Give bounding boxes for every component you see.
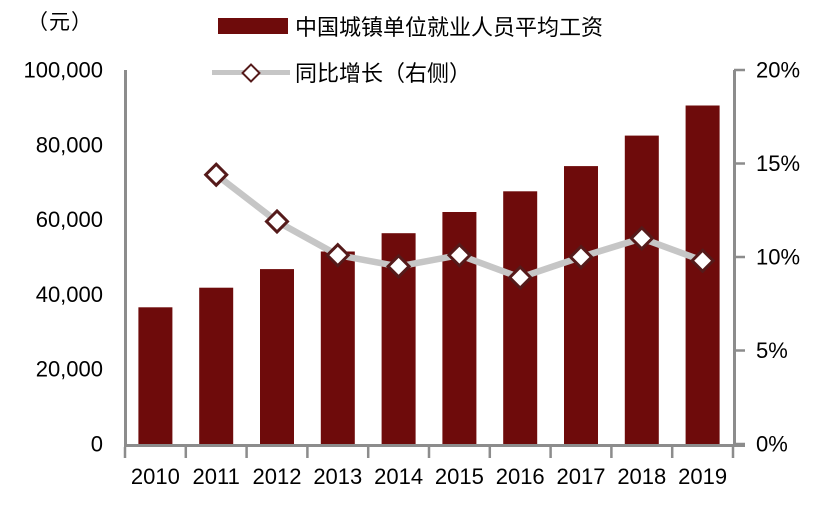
growth-marker-2014 [385,253,412,279]
bar-2016 [503,191,538,445]
left-axis-label: 40,000 [36,282,103,307]
bar-2010 [138,307,173,445]
legend-bar-swatch-icon [218,18,288,34]
x-axis-label-2014: 2014 [374,464,423,489]
x-axis-label-2010: 2010 [131,464,180,489]
growth-marker-2019 [689,248,716,274]
growth-marker-2011 [203,162,229,188]
growth-marker-2017 [568,244,594,270]
left-axis-unit-label: （元） [27,10,93,34]
x-axis-label-2018: 2018 [617,464,666,489]
left-axis-label: 60,000 [36,207,103,232]
bar-2019 [685,105,720,445]
growth-marker-2013 [325,242,351,268]
x-axis-label-2015: 2015 [435,464,484,489]
bar-2017 [564,166,598,445]
growth-marker-2015 [446,242,473,268]
legend-label-growth: 同比增长（右侧） [295,61,472,86]
right-axis-label: 15% [756,151,800,176]
left-axis-label: 0 [91,432,103,457]
legend-item-wage: 中国城镇单位就业人员平均工资 [218,10,603,42]
bar-2012 [260,269,294,445]
x-axis-label-2019: 2019 [678,464,727,489]
right-axis-label: 5% [756,338,788,363]
legend-line-swatch-icon [212,62,290,83]
x-axis-label-2016: 2016 [496,464,545,489]
right-axis-label: 10% [756,245,800,270]
legend-label-wage: 中国城镇单位就业人员平均工资 [295,15,604,40]
legend-item-growth: 同比增长（右侧） [212,56,471,88]
growth-marker-2012 [264,208,290,235]
diamond-marker-icon [241,62,261,83]
x-axis-label-2013: 2013 [313,464,362,489]
bar-2013 [320,251,355,445]
x-axis-label-2017: 2017 [557,464,606,489]
right-axis-label: 0% [756,432,788,457]
left-axis-label: 100,000 [23,58,103,83]
growth-marker-2016 [507,264,533,291]
bar-2018 [624,135,659,445]
x-axis-label-2012: 2012 [253,464,302,489]
left-axis-label: 20,000 [36,357,103,382]
growth-marker-2018 [629,225,655,251]
x-axis-label-2011: 2011 [193,464,240,489]
bar-2011 [199,287,234,445]
right-axis-label: 20% [756,58,800,83]
left-axis-label: 80,000 [36,132,103,157]
